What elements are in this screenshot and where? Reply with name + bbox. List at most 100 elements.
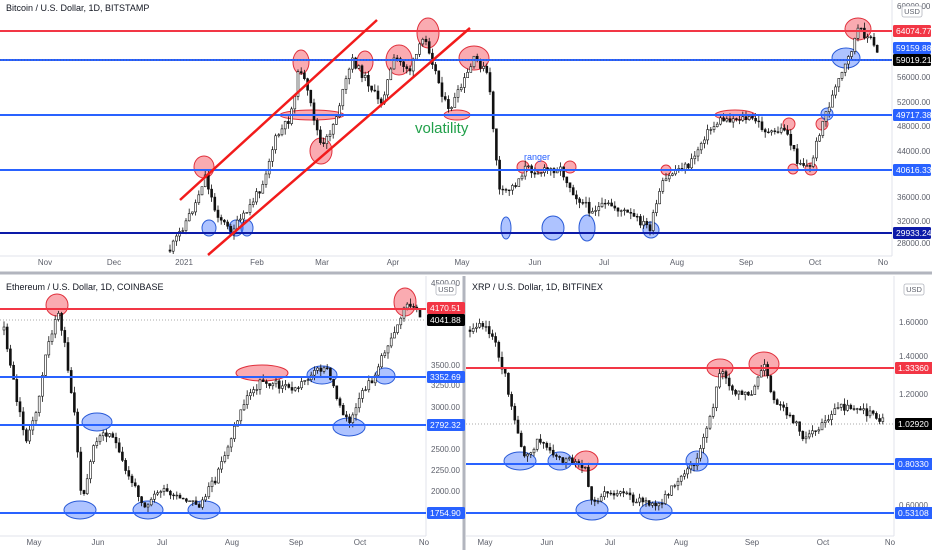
btc-candle-body: [504, 189, 508, 191]
btc-candle-body: [831, 94, 834, 108]
btc-candle-body: [751, 116, 754, 119]
btc-candles: [168, 22, 879, 254]
btc-candle-body: [719, 117, 722, 125]
eth-candle-body: [50, 333, 54, 342]
xrp-price-badge-bg: [895, 362, 932, 374]
btc-candle-body: [242, 212, 245, 220]
btc-candle-body: [373, 89, 377, 92]
btc-candle-body: [408, 68, 412, 72]
btc-candle-body: [859, 27, 863, 30]
eth-candle-body: [172, 494, 175, 497]
eth-candle-body: [341, 405, 345, 416]
btc-candle-body: [767, 131, 770, 134]
xrp-candle-body: [734, 389, 737, 395]
eth-candle-body: [409, 303, 412, 307]
btc-candle-body: [421, 39, 425, 45]
btc-candle-body: [770, 130, 773, 133]
xrp-price-badge-label: 0.80330: [898, 459, 929, 469]
eth-candle-body: [143, 502, 147, 508]
btc-candle-body: [632, 212, 636, 217]
eth-candle-body: [226, 446, 230, 457]
btc-candle-body: [821, 120, 825, 136]
eth-candle-body: [297, 387, 300, 389]
eth-candle-body: [156, 492, 159, 495]
btc-candle-body: [498, 159, 501, 190]
xrp-candle-body: [772, 391, 776, 401]
btc-candle-body: [213, 196, 217, 211]
eth-candle-body: [37, 395, 41, 413]
btc-candle-body: [744, 116, 748, 120]
svg-text:USD: USD: [906, 285, 922, 294]
xrp-candle-body: [651, 502, 654, 506]
xrp-candle-body: [817, 429, 821, 432]
xrp-candle-body: [708, 416, 712, 429]
btc-price-badge-label: 59019.21: [896, 55, 932, 65]
eth-price-badges: 4170.51 4041.88 3352.69 2792.32 1754.90: [427, 302, 465, 519]
xrp-candle-body: [670, 485, 673, 496]
xrp-candle-body: [788, 414, 792, 417]
btc-candle-body: [693, 155, 697, 160]
eth-candle-body: [313, 370, 316, 376]
xrp-candle-body: [868, 410, 872, 417]
btc-candle-body: [347, 68, 351, 80]
xrp-candle-body: [555, 454, 558, 457]
eth-y-tick-label: 3000.00: [431, 403, 460, 412]
eth-candle-body: [249, 392, 252, 397]
xrp-candle-body: [801, 430, 805, 440]
btc-candle-body: [722, 117, 725, 122]
btc-annotation-ellipse: [356, 50, 374, 74]
xrp-candle-body: [628, 492, 632, 496]
btc-price-badge-bg: [893, 42, 931, 54]
btc-candle-body: [277, 134, 281, 137]
btc-candle-body: [194, 202, 197, 213]
btc-candle-body: [181, 230, 185, 232]
eth-x-tick-label: Jul: [157, 538, 167, 547]
xrp-horizontal-levels: [466, 367, 894, 514]
eth-candle-body: [137, 485, 140, 497]
btc-candle-body: [479, 59, 482, 69]
btc-rising-channel: [179, 19, 471, 256]
btc-candle-body: [389, 68, 393, 81]
btc-candle-body: [357, 65, 361, 69]
eth-candle-body: [159, 491, 163, 494]
btc-horizontal-levels: [0, 30, 892, 234]
btc-candle-body: [728, 118, 732, 123]
eth-candle-body: [73, 392, 76, 413]
btc-y-tick-label: 36000.00: [897, 193, 931, 202]
btc-candle-body: [523, 165, 527, 177]
btc-candle-body: [200, 186, 204, 196]
btc-candle-body: [255, 191, 258, 203]
eth-price-badge-bg: [427, 314, 465, 326]
xrp-candles: [468, 318, 885, 511]
xrp-annotation-ellipse: [575, 499, 609, 521]
eth-candle-body: [418, 309, 422, 318]
btc-y-tick-label: 32000.00: [897, 217, 931, 226]
eth-currency-label[interactable]: USD: [435, 283, 457, 296]
btc-candle-body: [789, 133, 793, 146]
btc-candle-body: [581, 202, 585, 204]
eth-candle-body: [274, 380, 278, 385]
eth-candle-body: [207, 486, 211, 498]
btc-candle-body: [402, 61, 405, 67]
btc-price-badge-label: 29933.24: [896, 228, 932, 238]
eth-candle-body: [284, 384, 287, 387]
eth-candle-body: [92, 445, 95, 462]
xrp-candle-body: [673, 485, 677, 487]
btc-currency-label[interactable]: USD: [901, 5, 923, 18]
btc-candle-body: [507, 189, 511, 192]
btc-candle-body: [795, 148, 799, 164]
xrp-candle-body: [519, 432, 523, 447]
xrp-candle-body: [471, 328, 475, 332]
eth-candle-body: [300, 381, 303, 389]
xrp-currency-label[interactable]: USD: [903, 283, 925, 296]
btc-candle-body: [712, 126, 716, 130]
btc-candle-body: [466, 72, 469, 78]
btc-candle-body: [866, 36, 869, 39]
xrp-x-tick-label: May: [477, 538, 492, 547]
xrp-candle-body: [827, 419, 830, 422]
eth-title: Ethereum / U.S. Dollar, 1D, COINBASE: [6, 282, 164, 292]
btc-candle-body: [191, 211, 194, 214]
xrp-candle-body: [558, 456, 561, 458]
channel-upper-line: [179, 19, 378, 201]
btc-candle-body: [459, 87, 463, 91]
